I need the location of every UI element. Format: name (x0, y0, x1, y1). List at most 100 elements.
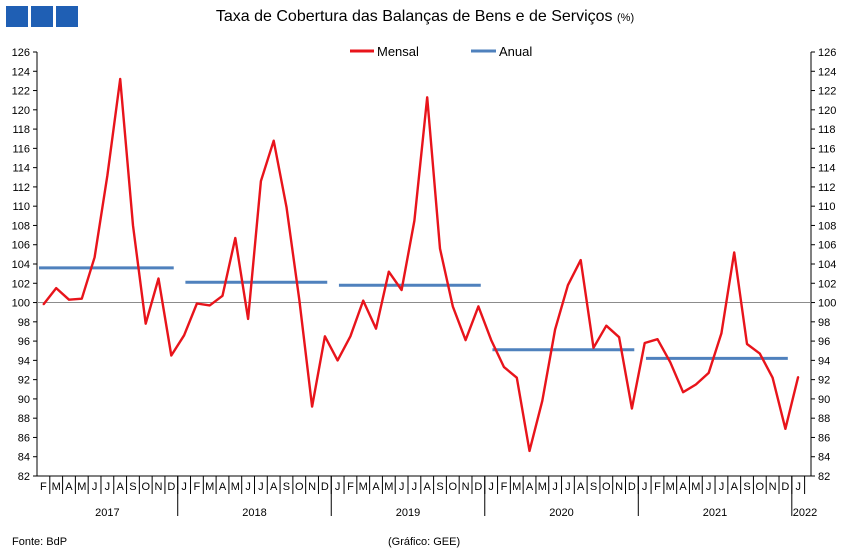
y-tick-label-right: 92 (818, 375, 830, 387)
mensal-point (93, 256, 96, 259)
x-year-label: 2018 (242, 507, 266, 519)
mensal-point (336, 359, 339, 362)
x-month-label: J (105, 481, 111, 493)
x-month-label: M (666, 481, 675, 493)
x-month-label: N (462, 481, 470, 493)
y-tick-label-left: 116 (12, 143, 30, 155)
y-tick-label-right: 126 (818, 47, 836, 59)
mensal-point (119, 78, 121, 80)
mensal-point (413, 219, 416, 222)
x-month-label: S (590, 481, 597, 493)
x-month-label: A (679, 481, 687, 493)
y-tick-label-left: 90 (18, 394, 30, 406)
y-tick-label-left: 86 (18, 432, 30, 444)
x-year-label: 2021 (703, 507, 727, 519)
x-month-label: O (602, 481, 611, 493)
mensal-point (579, 259, 582, 261)
legend: Mensal Anual (350, 44, 532, 59)
mensal-point (554, 328, 556, 331)
mensal-point (490, 339, 492, 341)
x-month-label: M (231, 481, 240, 493)
y-tick-label-right: 110 (818, 201, 836, 213)
mensal-point (797, 375, 800, 378)
x-month-label: S (743, 481, 750, 493)
y-tick-label-left: 94 (18, 355, 30, 367)
y-tick-label-right: 86 (818, 432, 830, 444)
mensal-point (631, 407, 633, 410)
y-tick-label-left: 96 (18, 336, 30, 348)
x-month-label: J (92, 481, 98, 493)
y-tick-label-right: 94 (818, 355, 830, 367)
x-month-label: M (512, 481, 521, 493)
chart-credit: (Gráfico: GEE) (388, 536, 461, 548)
mensal-point (260, 180, 262, 182)
x-month-label: F (501, 481, 508, 493)
y-tick-label-left: 104 (12, 259, 30, 271)
mensal-point (55, 287, 57, 289)
y-tick-label-right: 116 (818, 143, 836, 155)
y-tick-label-right: 112 (818, 182, 836, 194)
x-month-label: O (141, 481, 150, 493)
mensal-point (324, 335, 326, 338)
y-tick-label-left: 98 (18, 317, 30, 329)
y-tick-label-left: 108 (12, 220, 30, 232)
mensal-point (196, 302, 198, 305)
y-tick-label-left: 124 (12, 66, 30, 78)
x-month-label: N (769, 481, 777, 493)
chart-title-unit: (%) (617, 12, 635, 24)
x-month-label: M (384, 481, 393, 493)
mensal-point (541, 400, 544, 402)
y-tick-label-right: 106 (818, 240, 836, 252)
mensal-line (42, 77, 800, 453)
x-month-label: D (474, 481, 482, 493)
x-month-label: J (181, 481, 187, 493)
x-month-label: J (399, 481, 405, 493)
mensal-point (567, 284, 569, 287)
mensal-point (400, 289, 403, 291)
mensal-point (707, 372, 710, 374)
y-tick-label-left: 82 (18, 471, 30, 483)
y-tick-label-right: 88 (818, 413, 830, 425)
y-tick-label-left: 122 (12, 86, 30, 98)
x-month-label: D (628, 481, 636, 493)
x-month-label: O (449, 481, 458, 493)
y-tick-label-right: 104 (818, 259, 836, 271)
mensal-point (669, 361, 672, 364)
mensal-point (784, 427, 787, 430)
y-tick-label-left: 88 (18, 413, 30, 425)
x-month-label: J (412, 481, 418, 493)
y-tick-label-left: 110 (12, 201, 30, 213)
x-year-label: 2017 (95, 507, 119, 519)
y-tick-label-left: 114 (12, 163, 30, 175)
y-tick-label-right: 96 (818, 336, 830, 348)
mensal-point (605, 324, 608, 327)
x-month-label: F (654, 481, 661, 493)
x-month-label: A (372, 481, 380, 493)
mensal-point (298, 298, 301, 301)
mensal-point (362, 299, 365, 302)
mensal-point (643, 342, 646, 344)
y-tick-label-left: 100 (12, 298, 30, 310)
x-month-label: J (719, 481, 725, 493)
x-month-label: D (167, 481, 175, 493)
mensal-point (771, 376, 774, 379)
x-month-label: J (245, 481, 251, 493)
x-month-label: A (219, 481, 227, 493)
mensal-point (285, 206, 288, 208)
mensal-point (426, 96, 428, 99)
mensal-point (477, 305, 480, 308)
y-tick-label-right: 120 (818, 105, 836, 117)
y-tick-label-right: 102 (818, 278, 836, 290)
x-month-label: M (52, 481, 61, 493)
mensal-point (208, 304, 211, 307)
mensal-point (682, 391, 684, 393)
mensal-point (528, 450, 531, 452)
x-month-label: A (116, 481, 124, 493)
mensal-point (451, 305, 454, 308)
y-tick-label-right: 108 (818, 220, 836, 232)
y-tick-label-right: 124 (818, 66, 836, 78)
x-month-label: M (205, 481, 214, 493)
y-tick-label-right: 98 (818, 317, 830, 329)
legend-anual-label: Anual (499, 44, 532, 59)
x-month-label: S (436, 481, 443, 493)
